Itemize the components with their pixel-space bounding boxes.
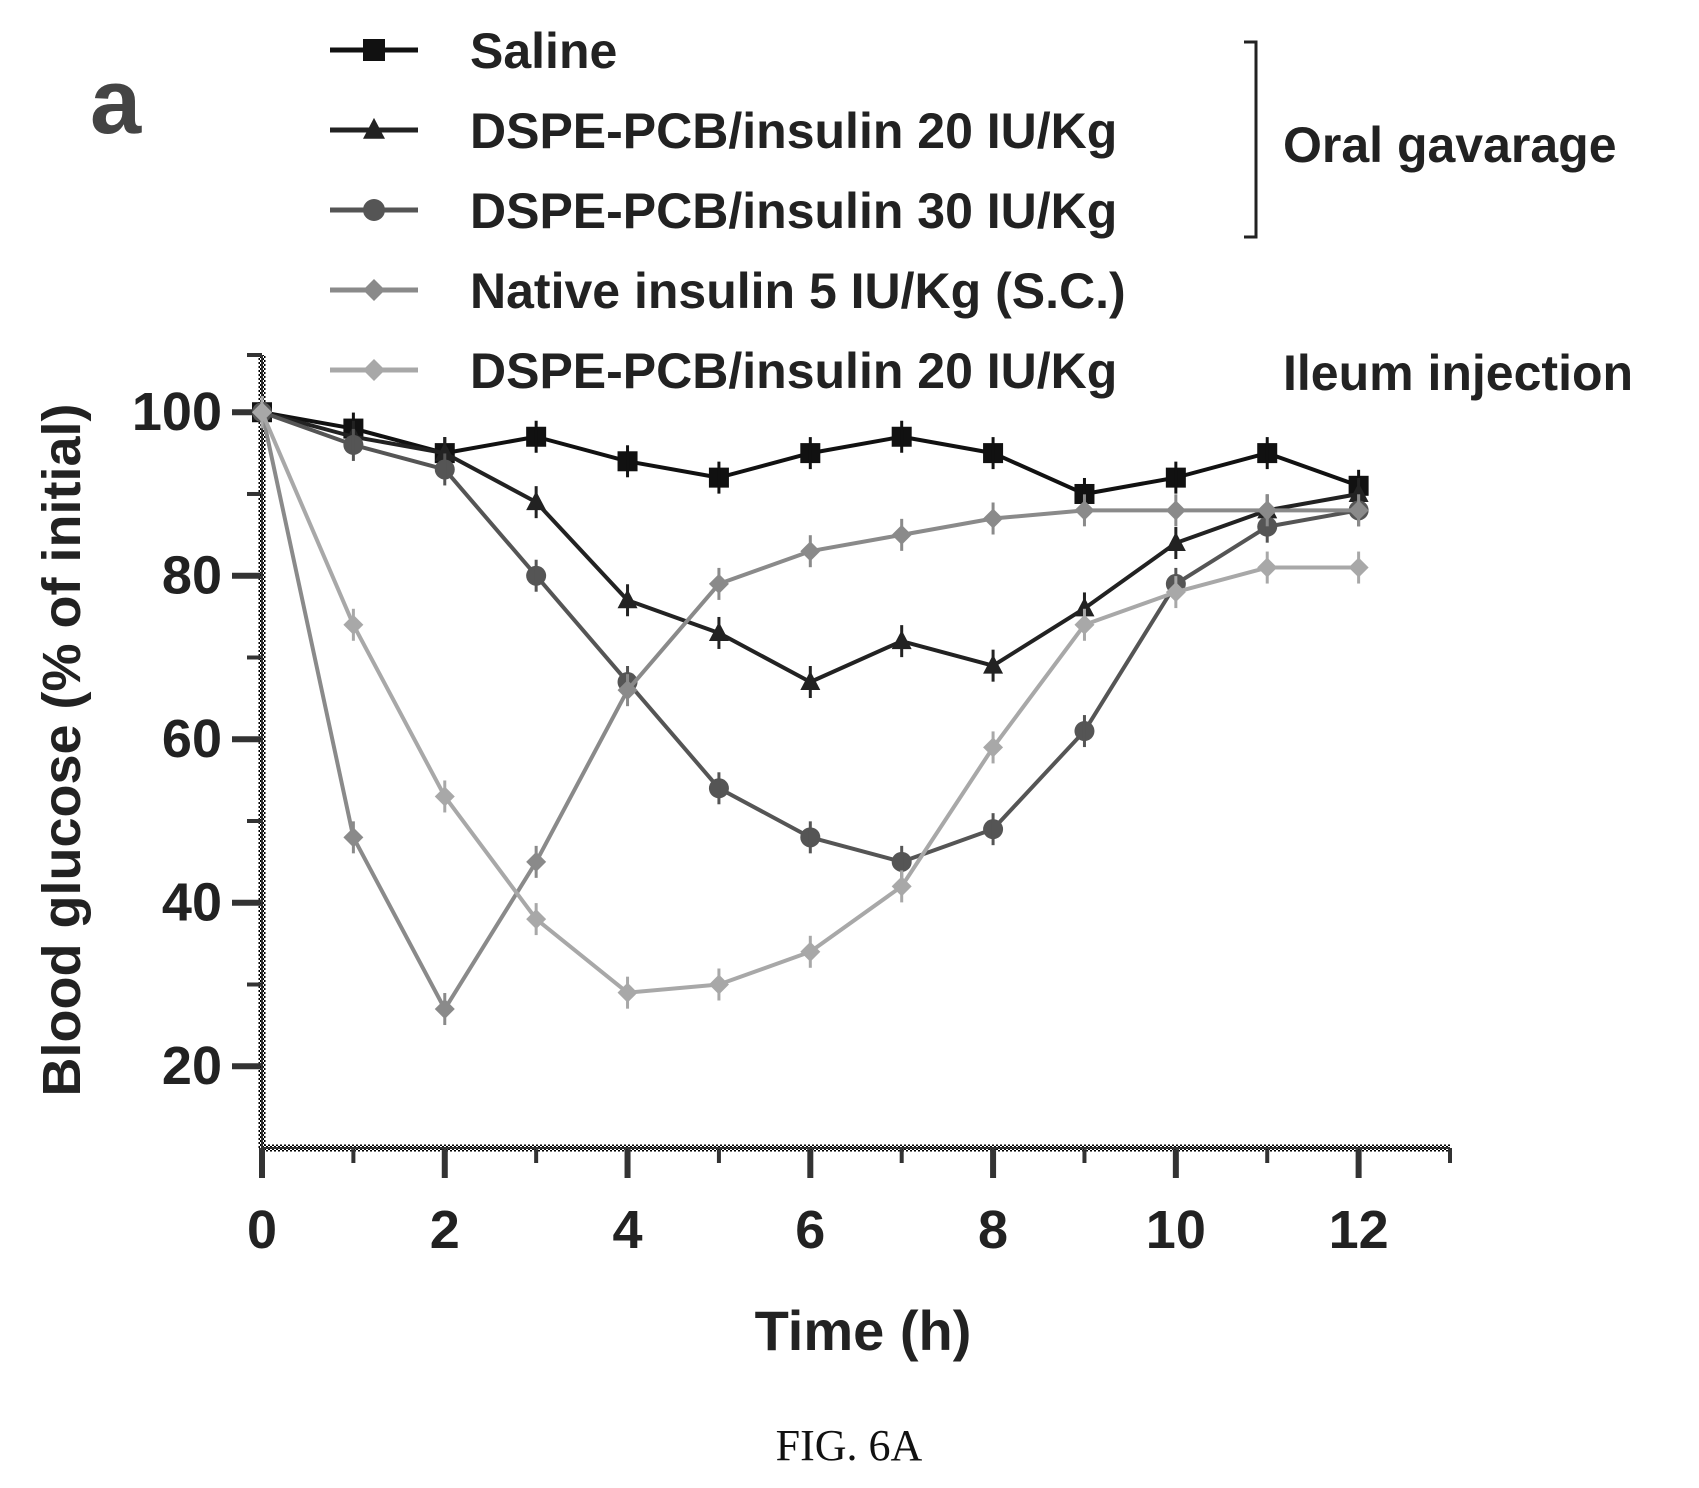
series-line (260, 411, 1359, 1012)
y-tick-label: 20 (162, 1036, 222, 1096)
figure-caption: FIG. 6A (776, 1421, 923, 1470)
legend-item-3: DSPE-PCB/insulin 30 IU/Kg (330, 183, 1117, 239)
series-line (261, 410, 1359, 864)
legend-group-label-oral: Oral gavarage (1283, 117, 1617, 173)
x-tick-label: 8 (978, 1200, 1008, 1260)
plot-area (252, 396, 1369, 1026)
x-axis-label: Time (h) (755, 1299, 972, 1362)
y-tick-label: 100 (132, 382, 222, 442)
legend-label: DSPE-PCB/insulin 20 IU/Kg (470, 343, 1117, 399)
series-4 (252, 396, 1369, 1026)
y-axis-label: Blood glucose (% of initial) (32, 404, 92, 1097)
legend-item-4: Native insulin 5 IU/Kg (S.C.) (330, 263, 1126, 319)
y-tick-label: 80 (162, 546, 222, 606)
legend-swatch-marker (363, 117, 385, 139)
legend-label: Saline (470, 23, 617, 79)
legend-item-2: DSPE-PCB/insulin 20 IU/Kg (330, 103, 1117, 159)
legend-swatch-marker (363, 279, 385, 301)
legend-group-label-ileum: Ileum injection (1283, 345, 1633, 401)
legend-swatch-marker (363, 199, 385, 221)
legend-item-5: DSPE-PCB/insulin 20 IU/Kg (330, 343, 1117, 399)
legend-item-1: Saline (330, 23, 617, 79)
series-line (260, 411, 1359, 995)
x-tick-label: 0 (247, 1200, 277, 1260)
axes: 0 2 4 6 8 10 12 20 40 60 80 100 (132, 353, 1452, 1260)
y-tick-label: 60 (162, 709, 222, 769)
legend-label: Native insulin 5 IU/Kg (S.C.) (470, 263, 1126, 319)
panel-label: a (90, 51, 142, 153)
x-tick-label: 12 (1329, 1200, 1389, 1260)
legend-swatch-marker (363, 359, 385, 381)
legend: Saline DSPE-PCB/insulin 20 IU/Kg DSPE-PCB/… (330, 23, 1126, 399)
series-5 (252, 396, 1369, 1009)
y-tick-label: 40 (162, 873, 222, 933)
x-tick-label: 6 (795, 1200, 825, 1260)
series-1 (252, 396, 1369, 510)
x-tick-label: 10 (1146, 1200, 1206, 1260)
x-tick-label: 4 (613, 1200, 643, 1260)
legend-group-bracket (1244, 40, 1258, 239)
legend-label: DSPE-PCB/insulin 20 IU/Kg (470, 103, 1117, 159)
legend-label: DSPE-PCB/insulin 30 IU/Kg (470, 183, 1117, 239)
x-tick-label: 2 (430, 1200, 460, 1260)
legend-swatch-marker (363, 39, 385, 61)
